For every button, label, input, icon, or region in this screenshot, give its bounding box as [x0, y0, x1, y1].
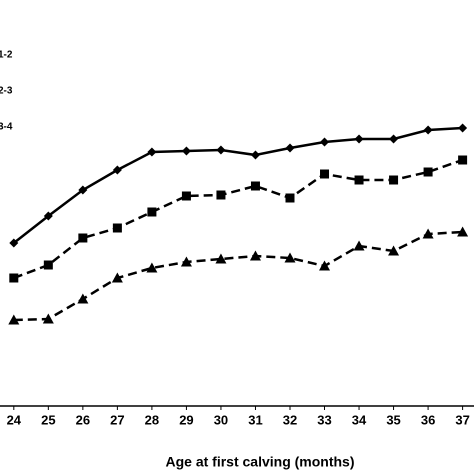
- marker: [9, 238, 19, 248]
- marker: [216, 145, 226, 155]
- x-tick-label: 37: [455, 412, 469, 427]
- marker: [284, 252, 296, 263]
- legend-label: 1-2: [0, 50, 13, 61]
- x-tick-label: 34: [352, 412, 367, 427]
- marker: [249, 250, 261, 261]
- marker: [423, 167, 433, 177]
- marker: [423, 125, 433, 135]
- marker: [215, 253, 227, 264]
- marker: [457, 226, 469, 237]
- marker: [388, 245, 400, 256]
- marker: [78, 233, 88, 243]
- marker: [147, 147, 157, 157]
- x-tick-label: 24: [7, 412, 22, 427]
- x-tick-label: 30: [214, 412, 228, 427]
- marker: [181, 146, 191, 156]
- marker: [320, 137, 330, 147]
- legend-label: 3-4: [0, 122, 13, 133]
- marker: [111, 272, 123, 283]
- marker: [354, 134, 364, 144]
- x-tick-label: 29: [179, 412, 193, 427]
- marker: [216, 190, 226, 200]
- legend-label: 2-3: [0, 86, 13, 97]
- x-axis-title: Age at first calving (months): [165, 454, 354, 470]
- marker: [112, 165, 122, 175]
- x-tick-label: 28: [145, 412, 159, 427]
- x-tick-label: 25: [41, 412, 55, 427]
- series-line: [13, 126, 463, 244]
- x-tick-label: 26: [76, 412, 90, 427]
- x-tick-label: 35: [386, 412, 400, 427]
- marker: [250, 181, 260, 191]
- marker: [43, 211, 53, 221]
- series-line: [13, 230, 463, 322]
- marker: [43, 260, 53, 270]
- marker: [389, 134, 399, 144]
- marker: [112, 223, 122, 233]
- marker: [458, 155, 468, 165]
- marker: [78, 185, 88, 195]
- x-tick-label: 32: [283, 412, 297, 427]
- x-tick-label: 31: [248, 412, 262, 427]
- x-tick-label: 27: [110, 412, 124, 427]
- x-tick-label: 36: [421, 412, 435, 427]
- marker: [8, 314, 20, 325]
- marker: [180, 256, 192, 267]
- marker: [389, 175, 399, 185]
- marker: [250, 150, 260, 160]
- marker: [354, 175, 364, 185]
- marker: [458, 123, 468, 133]
- series-line: [13, 158, 464, 280]
- marker: [147, 207, 157, 217]
- marker: [9, 273, 19, 283]
- marker: [319, 260, 331, 271]
- marker: [320, 169, 330, 179]
- marker: [285, 193, 295, 203]
- marker: [422, 228, 434, 239]
- marker: [42, 313, 54, 324]
- marker: [146, 262, 158, 273]
- marker: [353, 240, 365, 251]
- marker: [181, 191, 191, 201]
- marker: [285, 143, 295, 153]
- marker: [77, 293, 89, 304]
- x-tick-label: 33: [317, 412, 331, 427]
